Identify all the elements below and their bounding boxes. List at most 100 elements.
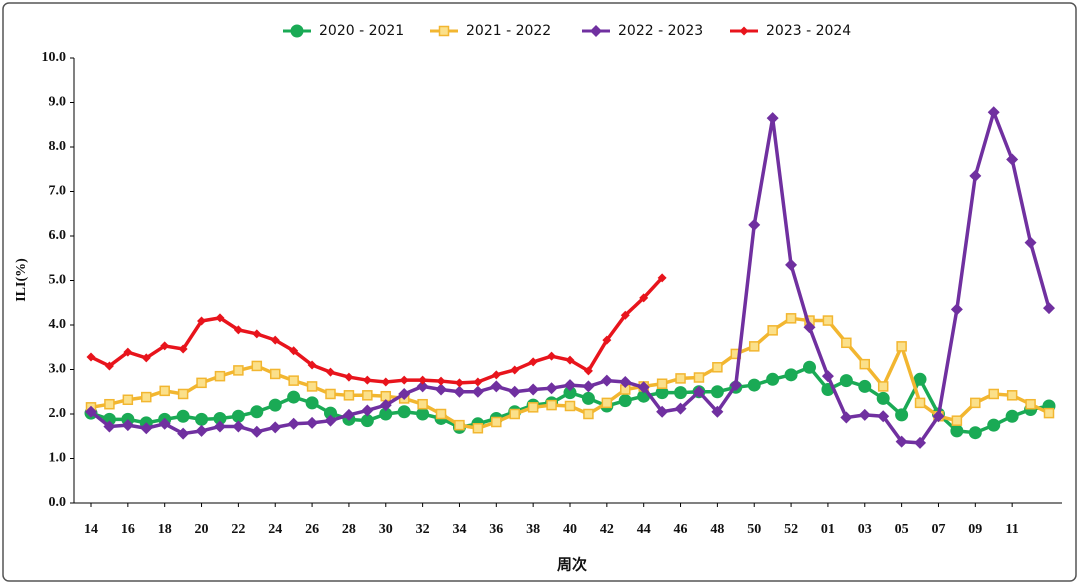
marker: [416, 407, 430, 421]
marker: [675, 373, 686, 384]
marker: [1043, 302, 1055, 315]
series: [86, 273, 667, 388]
x-tick-label: 30: [379, 522, 393, 537]
marker: [674, 402, 687, 415]
y-tick-label: 6.0: [49, 228, 67, 243]
marker: [895, 408, 909, 422]
marker: [287, 417, 300, 430]
marker: [379, 399, 392, 412]
x-tick-label: 05: [895, 522, 909, 537]
y-tick-label: 2.0: [49, 406, 67, 421]
marker: [876, 391, 890, 405]
marker: [342, 408, 355, 421]
marker: [417, 398, 428, 410]
x-tick-label: 18: [158, 522, 172, 537]
marker: [739, 26, 749, 36]
marker: [932, 410, 945, 423]
marker: [600, 374, 613, 387]
marker: [381, 377, 391, 387]
marker: [657, 273, 667, 283]
marker: [602, 335, 612, 345]
marker: [453, 385, 466, 398]
marker: [767, 325, 778, 336]
x-tick-label: 48: [710, 522, 724, 537]
marker: [564, 400, 576, 412]
x-tick-label: 38: [526, 522, 540, 537]
marker: [969, 169, 982, 182]
marker: [841, 337, 852, 349]
y-tick-label: 9.0: [49, 95, 67, 110]
marker: [565, 355, 575, 365]
marker: [950, 303, 963, 316]
x-tick-label: 52: [784, 522, 798, 537]
marker: [416, 380, 429, 393]
marker: [287, 390, 301, 404]
marker: [822, 315, 834, 326]
marker: [344, 372, 354, 382]
x-tick-label: 50: [747, 522, 761, 537]
marker: [914, 436, 927, 449]
marker: [637, 381, 650, 394]
marker: [195, 412, 209, 426]
marker: [639, 293, 649, 303]
marker: [859, 358, 871, 370]
marker: [877, 410, 890, 423]
marker: [692, 385, 705, 398]
marker: [141, 353, 151, 363]
y-tick-label: 5.0: [49, 273, 67, 288]
x-tick-label: 42: [600, 522, 614, 537]
marker: [710, 385, 724, 399]
marker: [214, 370, 226, 382]
marker: [326, 367, 335, 377]
marker: [232, 420, 245, 433]
marker: [618, 394, 632, 408]
x-tick-label: 20: [195, 522, 209, 537]
x-tick-label: 36: [489, 522, 503, 537]
marker: [729, 379, 742, 392]
marker: [1006, 153, 1019, 166]
legend-item: 2023 - 2024: [730, 23, 851, 39]
marker: [877, 381, 889, 392]
marker: [438, 25, 450, 37]
marker: [803, 360, 816, 374]
y-tick-label: 3.0: [49, 362, 67, 377]
x-axis-label: 周次: [557, 556, 587, 574]
marker: [491, 416, 502, 428]
marker: [510, 365, 520, 375]
marker: [988, 388, 999, 400]
marker: [968, 426, 982, 440]
legend-label: 2022 - 2023: [618, 23, 703, 39]
marker: [290, 24, 304, 38]
x-tick-label: 09: [968, 522, 982, 537]
x-tick-label: 03: [858, 522, 872, 537]
marker: [160, 341, 170, 351]
marker: [195, 424, 208, 437]
x-tick-label: 44: [637, 522, 651, 537]
x-tick-label: 07: [931, 522, 945, 537]
marker: [674, 386, 688, 400]
x-tick-label: 46: [674, 522, 688, 537]
marker: [601, 397, 613, 409]
x-tick-label: 14: [84, 522, 98, 537]
marker: [970, 397, 981, 409]
marker: [748, 341, 760, 352]
marker: [104, 361, 114, 371]
marker: [785, 313, 797, 324]
y-tick-label: 7.0: [49, 184, 67, 199]
marker: [104, 398, 115, 410]
marker: [343, 390, 355, 401]
legend-item: 2022 - 2023: [582, 23, 703, 39]
marker: [620, 310, 630, 320]
marker: [839, 374, 853, 388]
marker: [656, 378, 668, 389]
x-tick-label: 16: [121, 522, 135, 537]
y-tick-label: 10.0: [42, 50, 67, 65]
marker: [123, 347, 133, 357]
marker: [581, 391, 595, 405]
x-tick-label: 32: [416, 522, 430, 537]
marker: [747, 378, 761, 392]
marker: [895, 435, 908, 448]
marker: [305, 396, 319, 410]
marker: [158, 417, 171, 430]
